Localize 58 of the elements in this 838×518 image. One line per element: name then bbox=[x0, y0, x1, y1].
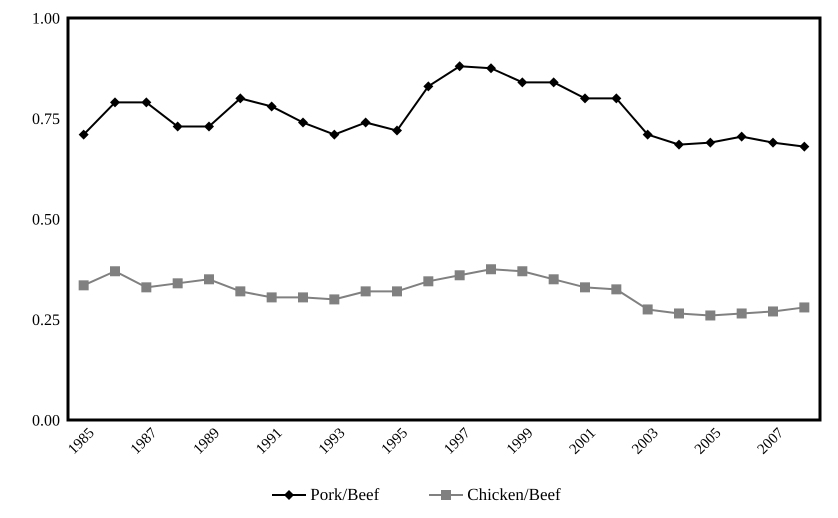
x-tick-label: 1989 bbox=[190, 425, 224, 458]
point bbox=[298, 118, 308, 128]
point bbox=[141, 97, 152, 108]
point bbox=[642, 130, 653, 140]
point bbox=[736, 132, 747, 142]
y-tick-label: 1.00 bbox=[32, 10, 60, 28]
point bbox=[392, 286, 402, 296]
point bbox=[423, 276, 434, 286]
point bbox=[110, 266, 120, 276]
point bbox=[486, 63, 496, 74]
point bbox=[204, 122, 214, 132]
point bbox=[674, 140, 684, 150]
point bbox=[674, 308, 684, 318]
point bbox=[172, 122, 183, 132]
point bbox=[204, 274, 214, 284]
point bbox=[78, 130, 89, 140]
point bbox=[642, 304, 653, 314]
point bbox=[172, 278, 183, 288]
point bbox=[736, 308, 747, 318]
point bbox=[768, 306, 778, 316]
point bbox=[611, 93, 622, 104]
point bbox=[329, 130, 340, 140]
point bbox=[78, 280, 89, 290]
point bbox=[110, 97, 120, 108]
point bbox=[799, 142, 810, 152]
point bbox=[423, 81, 434, 92]
point bbox=[580, 282, 590, 292]
point bbox=[329, 294, 340, 304]
point bbox=[141, 282, 152, 292]
point bbox=[517, 77, 528, 88]
point bbox=[580, 93, 590, 104]
point bbox=[454, 270, 465, 280]
y-tick-label: 0.50 bbox=[32, 212, 60, 229]
point bbox=[360, 118, 371, 128]
point bbox=[705, 138, 716, 148]
point bbox=[266, 292, 277, 302]
legend-label: Chicken/Beef bbox=[467, 485, 561, 505]
legend-label: Pork/Beef bbox=[310, 485, 380, 505]
point bbox=[298, 292, 308, 302]
point bbox=[266, 101, 277, 112]
point bbox=[705, 310, 716, 320]
point bbox=[517, 266, 528, 276]
point bbox=[548, 77, 559, 88]
point bbox=[548, 274, 559, 284]
point bbox=[392, 126, 402, 136]
point bbox=[235, 93, 246, 104]
point bbox=[486, 264, 496, 274]
y-tick-label: 0.00 bbox=[32, 412, 60, 430]
point bbox=[768, 138, 778, 148]
y-tick-label: 0.75 bbox=[32, 111, 60, 128]
point bbox=[360, 286, 371, 296]
point bbox=[235, 286, 246, 296]
point bbox=[454, 61, 465, 72]
point bbox=[799, 302, 810, 312]
point bbox=[611, 284, 622, 294]
x-tick-label: 1991 bbox=[253, 425, 286, 458]
y-tick-label: 0.25 bbox=[32, 312, 60, 330]
x-tick-label: 1999 bbox=[504, 425, 536, 458]
